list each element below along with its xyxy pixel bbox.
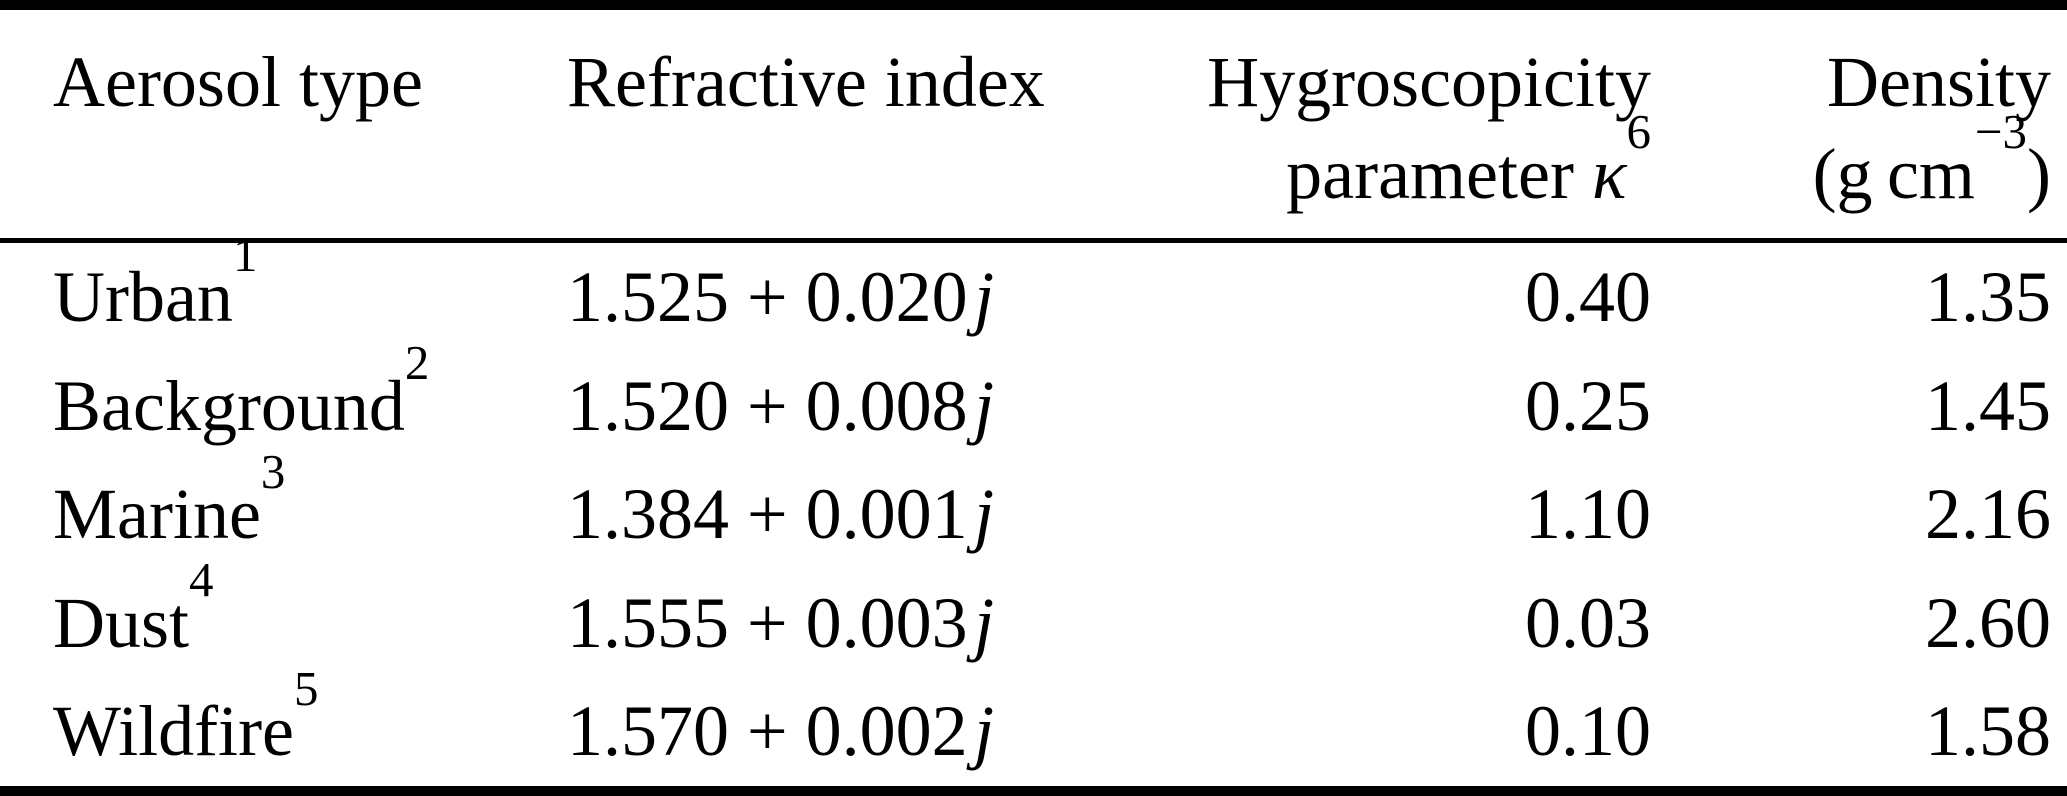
- kappa-cell: 0.25: [1525, 365, 1651, 446]
- header-aerosol-type: Aerosol type: [53, 36, 567, 220]
- header-density: Density (g cm−3): [1651, 36, 2051, 220]
- table-row: Wildfire5 1.570 + 0.002j 0.10 1.58: [0, 664, 2067, 786]
- imaginary-unit-symbol: j: [974, 582, 995, 663]
- density-unit-close: ): [2027, 134, 2051, 214]
- imaginary-unit-symbol: j: [974, 691, 995, 772]
- kappa-cell: 0.03: [1525, 582, 1651, 663]
- refractive-index-value: 1.525 + 0.020: [567, 257, 968, 337]
- refractive-index-cell: 1.570 + 0.002j: [567, 677, 1140, 786]
- refractive-index-value: 1.520 + 0.008: [567, 365, 968, 446]
- aerosol-type-cell: Marine3: [53, 447, 567, 569]
- aerosol-type-cell: Wildfire5: [53, 664, 567, 786]
- header-parameter-label: parameter: [1286, 134, 1592, 214]
- kappa-cell: 0.40: [1525, 257, 1651, 337]
- imaginary-unit-symbol: j: [974, 365, 995, 446]
- refractive-index-value: 1.570 + 0.002: [567, 691, 968, 772]
- refractive-index-cell: 1.525 + 0.020j: [567, 243, 1140, 352]
- table-row: Dust4 1.555 + 0.003j 0.03 2.60: [0, 555, 2067, 678]
- header-density-line1: Density: [1827, 42, 2051, 122]
- header-hygroscopicity-line2: parameter κ6: [1140, 107, 1651, 220]
- density-cell: 2.60: [1925, 582, 2051, 663]
- table-header-rule: [0, 238, 2067, 243]
- aerosol-type-name: Background: [53, 365, 405, 446]
- refractive-index-cell: 1.384 + 0.001j: [567, 460, 1140, 569]
- footnote-marker: 3: [260, 443, 286, 499]
- kappa-cell: 0.10: [1525, 691, 1651, 772]
- refractive-index-cell: 1.555 + 0.003j: [567, 569, 1140, 678]
- header-hygroscopicity-line1: Hygroscopicity: [1207, 42, 1651, 122]
- footnote-marker: 2: [404, 335, 430, 391]
- aerosol-type-cell: Urban1: [53, 230, 567, 352]
- aerosol-type-name: Marine: [53, 474, 261, 555]
- aerosol-type-cell: Background2: [53, 338, 567, 461]
- table-body: Urban1 1.525 + 0.020j 0.40 1.35 Backgrou…: [0, 230, 2067, 786]
- refractive-index-cell: 1.520 + 0.008j: [567, 352, 1140, 461]
- header-hygroscopicity: Hygroscopicity parameter κ6: [1140, 36, 1651, 220]
- imaginary-unit-symbol: j: [974, 257, 995, 337]
- imaginary-unit-symbol: j: [974, 474, 995, 555]
- footnote-marker: 4: [189, 552, 214, 608]
- aerosol-type-name: Dust: [53, 582, 190, 663]
- density-cell: 2.16: [1925, 474, 2051, 555]
- aerosol-type-cell: Dust4: [53, 555, 567, 678]
- table-row: Urban1 1.525 + 0.020j 0.40 1.35: [0, 230, 2067, 352]
- aerosol-type-name: Wildfire: [53, 691, 294, 772]
- kappa-cell: 1.10: [1525, 474, 1651, 555]
- refractive-index-value: 1.384 + 0.001: [567, 474, 968, 555]
- footnote-marker: 5: [294, 660, 319, 716]
- density-cell: 1.45: [1925, 365, 2051, 446]
- header-refractive-index-label: Refractive index: [567, 42, 1045, 122]
- refractive-index-value: 1.555 + 0.003: [567, 582, 968, 663]
- header-aerosol-type-label: Aerosol type: [53, 42, 423, 122]
- density-cell: 1.35: [1925, 257, 2051, 337]
- density-unit-open: (g cm: [1812, 134, 1975, 214]
- aerosol-type-name: Urban: [53, 257, 233, 337]
- table-header-row: Aerosol type Refractive index Hygroscopi…: [0, 10, 2067, 238]
- table-bottom-rule: [0, 785, 2067, 796]
- header-refractive-index: Refractive index: [567, 36, 1140, 220]
- table-row: Marine3 1.384 + 0.001j 1.10 2.16: [0, 447, 2067, 569]
- header-density-unit: (g cm−3): [1651, 107, 2051, 220]
- footnote-marker: 1: [232, 226, 258, 282]
- table-row: Background2 1.520 + 0.008j 0.25 1.45: [0, 338, 2067, 461]
- kappa-symbol: κ: [1591, 134, 1627, 214]
- table-top-rule: [0, 0, 2067, 10]
- density-unit-exponent: −3: [1974, 103, 2028, 159]
- density-cell: 1.58: [1925, 691, 2051, 772]
- kappa-footnote-marker: 6: [1626, 103, 1651, 159]
